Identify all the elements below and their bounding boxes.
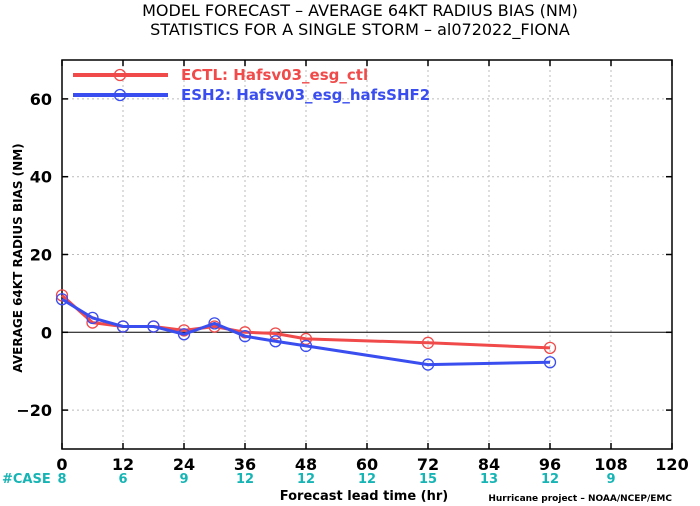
y-tick-label: 60 bbox=[30, 90, 52, 109]
y-tick-label: 20 bbox=[30, 246, 52, 265]
y-axis-label: AVERAGE 64KT RADIUS BIAS (NM) bbox=[11, 143, 25, 372]
x-tick-label: 84 bbox=[478, 455, 500, 474]
x-tick-label: 60 bbox=[356, 455, 378, 474]
x-tick-label: 48 bbox=[295, 455, 317, 474]
series-layer bbox=[55, 289, 557, 371]
case-count: 12 bbox=[358, 472, 376, 487]
series-2-point bbox=[116, 320, 130, 333]
case-count: 9 bbox=[606, 472, 615, 487]
case-counts: 8 6 9 12 12 12 15 13 12 9 bbox=[57, 472, 615, 487]
series-2-point bbox=[238, 330, 252, 343]
series-2-point bbox=[299, 339, 313, 353]
series-2-point bbox=[208, 317, 221, 330]
case-count: 12 bbox=[236, 472, 254, 487]
x-axis-label: Forecast lead time (hr) bbox=[280, 489, 448, 504]
series-2-point bbox=[147, 320, 160, 333]
x-tick-label: 108 bbox=[594, 455, 627, 474]
x-tick-label: 0 bbox=[56, 455, 67, 474]
series-2-point bbox=[269, 335, 282, 348]
case-count: 12 bbox=[541, 472, 559, 487]
series-line-2 bbox=[61, 297, 551, 367]
case-count: 13 bbox=[480, 472, 498, 487]
chart-title: MODEL FORECAST – AVERAGE 64KT RADIUS BIA… bbox=[142, 1, 578, 20]
x-tick-label: 120 bbox=[655, 455, 688, 474]
y-tick-label: −20 bbox=[16, 401, 52, 420]
series-1-point bbox=[421, 336, 435, 349]
x-tick-label: 96 bbox=[539, 455, 561, 474]
series-2-point bbox=[177, 328, 191, 341]
y-tick-label: 0 bbox=[41, 323, 52, 342]
y-tick-label: 40 bbox=[30, 168, 52, 187]
legend-label-2: ESH2: Hafsv03_esg_hafsSHF2 bbox=[181, 86, 430, 104]
case-count: 9 bbox=[179, 472, 188, 487]
axes: 0 12 24 36 48 60 72 84 96 108 120 −20 0 20 40 60 bbox=[16, 59, 689, 474]
case-count: 15 bbox=[419, 472, 437, 487]
series-2-point bbox=[543, 356, 557, 369]
series-1-point bbox=[177, 324, 191, 337]
x-tick-label: 72 bbox=[417, 455, 439, 474]
x-tick-label: 12 bbox=[112, 455, 134, 474]
x-tick-label: 36 bbox=[234, 455, 256, 474]
case-label: #CASE bbox=[2, 472, 51, 487]
chart-subtitle: STATISTICS FOR A SINGLE STORM – al072022… bbox=[150, 20, 570, 40]
x-tick-label: 24 bbox=[173, 455, 195, 474]
legend: ECTL: Hafsv03_esg_ctl ESH2: Hafsv03_esg_h… bbox=[73, 66, 430, 104]
legend-marker-1 bbox=[113, 68, 127, 82]
series-2-point bbox=[55, 293, 69, 306]
case-count: 6 bbox=[118, 472, 127, 487]
series-1-point bbox=[543, 341, 557, 355]
series-1-point bbox=[269, 327, 282, 340]
credit-text: Hurricane project – NOAA/NCEP/EMC bbox=[488, 494, 672, 504]
grid bbox=[62, 60, 672, 449]
case-count: 8 bbox=[57, 472, 66, 487]
legend-marker-2 bbox=[113, 88, 127, 102]
series-2-point bbox=[86, 311, 99, 325]
series-2-point bbox=[421, 358, 435, 371]
legend-label-1: ECTL: Hafsv03_esg_ctl bbox=[181, 66, 368, 84]
case-count: 12 bbox=[297, 472, 315, 487]
